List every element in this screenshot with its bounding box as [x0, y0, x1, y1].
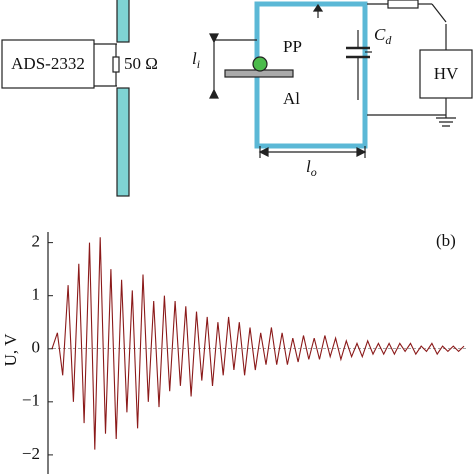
li-label: li	[192, 49, 200, 71]
resistor	[387, 0, 419, 9]
signal-line	[51, 237, 465, 450]
figure-label: (b)	[436, 231, 456, 250]
lo-sub: o	[311, 165, 317, 179]
li: l	[192, 49, 197, 68]
arrowhead	[312, 3, 324, 12]
lo-label: lo	[306, 157, 317, 179]
y-tick-label: 2	[32, 232, 41, 251]
switch	[431, 3, 447, 23]
cd-label: Cd	[374, 25, 392, 47]
pp-label: PP	[283, 37, 302, 56]
electrode	[116, 87, 130, 197]
arrowhead	[258, 147, 367, 157]
cd: C	[374, 25, 386, 44]
adc-label: ADS-2332	[11, 54, 85, 73]
resistor-label: 50 Ω	[124, 54, 158, 73]
plot: 2 1 0 −1 −2	[22, 232, 466, 474]
y-axis-label: U, V	[1, 333, 20, 366]
electrode	[116, 0, 130, 43]
hv-label: HV	[434, 64, 459, 83]
y-tick-label: −1	[22, 391, 40, 410]
y-tick-label: 0	[32, 338, 41, 357]
cd-sub: d	[385, 33, 392, 47]
particle	[252, 56, 268, 72]
arrowhead	[209, 33, 219, 99]
schematic	[1, 0, 473, 197]
al-label: Al	[283, 89, 300, 108]
adc-box	[1, 39, 95, 89]
ground	[436, 117, 456, 127]
y-tick-label: −2	[22, 444, 40, 463]
resistor	[112, 56, 120, 73]
lo: l	[306, 157, 311, 176]
y-tick-label: 1	[32, 285, 41, 304]
li-sub: i	[197, 57, 200, 71]
